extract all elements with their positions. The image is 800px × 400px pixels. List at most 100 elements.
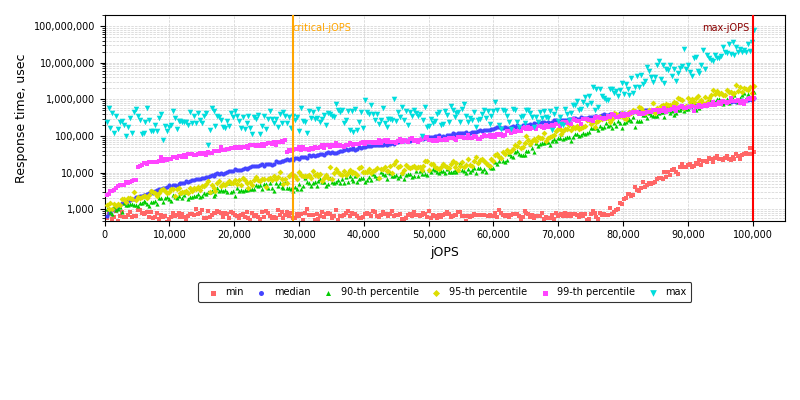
99-th percentile (302, 147, 315, 154)
max (153, 115, 166, 122)
90-th percentile (510, 148, 523, 155)
min (746, 151, 758, 157)
90-th percentile (357, 175, 370, 181)
min (215, 209, 228, 216)
min (670, 169, 682, 176)
max (604, 86, 617, 92)
max (483, 121, 496, 127)
90-th percentile (479, 169, 492, 176)
90-th percentile (172, 192, 185, 199)
90-th percentile (570, 131, 583, 138)
90-th percentile (143, 203, 156, 209)
90-th percentile (158, 194, 171, 201)
min (198, 215, 210, 222)
min (512, 212, 525, 219)
min (450, 212, 463, 218)
99-th percentile (691, 104, 704, 110)
median (376, 142, 389, 148)
95-th percentile (141, 194, 154, 201)
99-th percentile (290, 146, 303, 152)
99-th percentile (646, 107, 659, 113)
99-th percentile (454, 134, 466, 141)
99-th percentile (259, 140, 272, 147)
95-th percentile (290, 176, 303, 182)
median (691, 102, 704, 108)
99-th percentile (442, 135, 455, 141)
max (512, 124, 525, 130)
90-th percentile (720, 96, 733, 102)
95-th percentile (689, 95, 702, 101)
median (182, 178, 194, 185)
max (718, 49, 731, 56)
95-th percentile (410, 165, 422, 171)
min (378, 211, 391, 218)
95-th percentile (646, 100, 659, 107)
min (230, 212, 243, 219)
90-th percentile (642, 110, 655, 116)
95-th percentile (215, 183, 228, 189)
max (205, 105, 218, 111)
max (682, 62, 694, 69)
90-th percentile (466, 167, 478, 173)
90-th percentile (641, 115, 654, 122)
median (458, 130, 470, 136)
median (664, 105, 677, 112)
90-th percentile (122, 202, 134, 209)
min (584, 211, 597, 218)
max (574, 106, 587, 113)
99-th percentile (619, 111, 632, 117)
90-th percentile (335, 176, 348, 182)
median (357, 144, 370, 150)
90-th percentile (180, 188, 193, 195)
max (358, 97, 371, 103)
99-th percentile (509, 129, 522, 136)
median (637, 108, 650, 114)
median (588, 113, 601, 120)
max (678, 46, 690, 52)
min (498, 212, 511, 219)
max (164, 121, 177, 128)
95-th percentile (161, 190, 174, 196)
95-th percentile (180, 188, 193, 194)
max (310, 115, 323, 122)
90-th percentile (734, 94, 746, 101)
min (290, 211, 303, 218)
min (483, 212, 496, 219)
min (322, 210, 334, 216)
95-th percentile (654, 103, 667, 110)
median (718, 99, 731, 105)
95-th percentile (652, 107, 665, 113)
90-th percentile (398, 176, 410, 182)
median (550, 117, 562, 124)
min (642, 180, 655, 186)
95-th percentile (573, 126, 586, 132)
max (446, 106, 459, 113)
median (658, 105, 671, 111)
min (570, 211, 583, 218)
max (489, 99, 502, 106)
min (154, 212, 167, 219)
95-th percentile (650, 104, 663, 111)
min (594, 210, 606, 216)
95-th percentile (588, 123, 601, 130)
95-th percentile (557, 128, 570, 134)
95-th percentile (425, 161, 438, 168)
95-th percentile (403, 165, 416, 172)
median (184, 177, 197, 184)
95-th percentile (285, 171, 298, 177)
95-th percentile (598, 115, 610, 122)
max (610, 88, 622, 94)
99-th percentile (147, 159, 160, 166)
90-th percentile (444, 168, 457, 175)
95-th percentile (271, 174, 284, 180)
min (466, 213, 478, 219)
95-th percentile (434, 164, 447, 170)
min (182, 213, 194, 219)
95-th percentile (520, 133, 533, 140)
95-th percentile (104, 200, 117, 206)
95-th percentile (638, 110, 651, 116)
max (198, 112, 210, 119)
min (108, 213, 121, 220)
90-th percentile (127, 202, 140, 208)
95-th percentile (466, 162, 478, 169)
